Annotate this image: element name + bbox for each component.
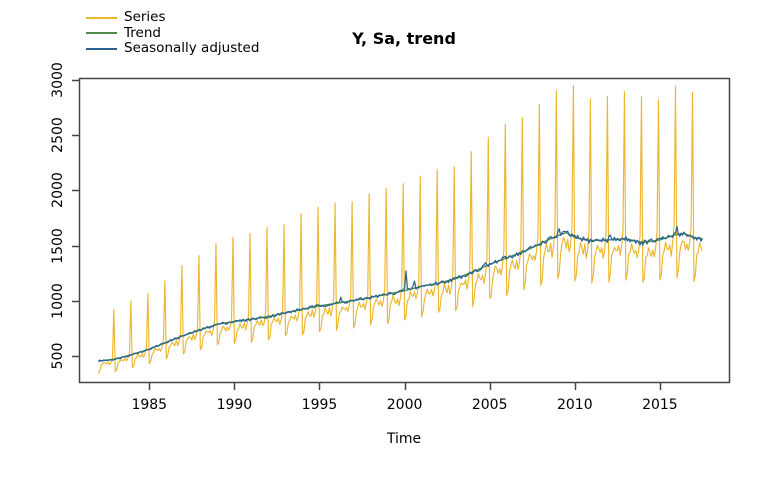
legend-label-trend: Trend bbox=[124, 24, 161, 41]
y-tick-label: 2500 bbox=[50, 117, 66, 154]
legend-line-swatch-series bbox=[86, 16, 117, 19]
y-tick-label: 1000 bbox=[50, 283, 66, 319]
legend-item-seasonally-adjusted: Seasonally adjusted bbox=[86, 41, 259, 57]
legend-item-trend: Trend bbox=[86, 24, 259, 42]
x-tick-label: 1995 bbox=[301, 397, 338, 413]
y-tick-label: 500 bbox=[50, 342, 66, 370]
x-tick-label: 1990 bbox=[216, 397, 253, 413]
legend-item-series: Series bbox=[86, 10, 259, 26]
legend-line-swatch-seasonally-adjusted bbox=[86, 47, 117, 50]
y-tick-label: 1500 bbox=[50, 227, 66, 264]
y-tick-label: 3000 bbox=[50, 62, 66, 98]
legend-label-seasonally-adjusted: Seasonally adjusted bbox=[124, 40, 260, 57]
chart-title: Y, Sa, trend bbox=[352, 29, 456, 48]
x-tick-label: 2010 bbox=[556, 397, 593, 413]
x-tick-label: 2015 bbox=[642, 397, 678, 413]
x-tick-label: 2000 bbox=[386, 397, 423, 413]
x-axis-label: Time bbox=[386, 431, 422, 447]
legend-line-swatch-trend bbox=[86, 32, 117, 35]
x-tick-label: 1985 bbox=[131, 397, 168, 413]
x-tick-label: 2005 bbox=[471, 397, 508, 413]
legend: Series Trend Seasonally adjusted bbox=[86, 10, 259, 57]
y-tick-label: 2000 bbox=[50, 172, 66, 209]
legend-label-series: Series bbox=[124, 9, 166, 26]
